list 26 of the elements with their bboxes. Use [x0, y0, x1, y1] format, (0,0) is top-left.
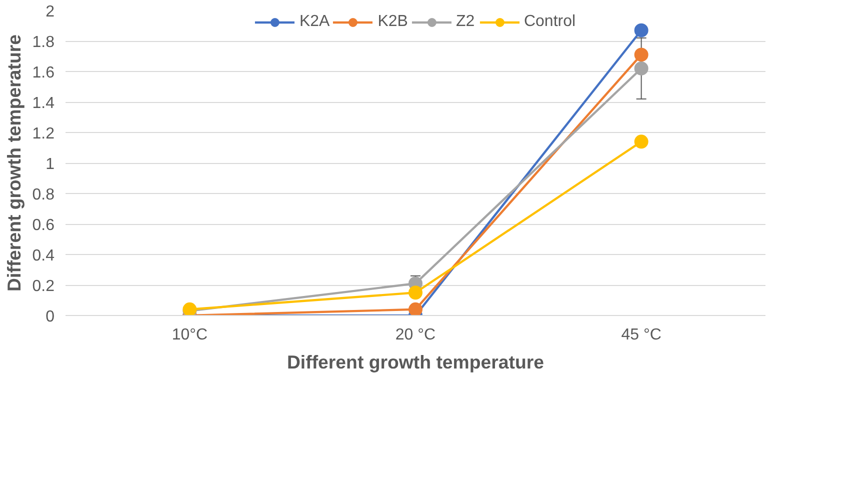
legend-label: K2B [378, 13, 408, 31]
legend-label: Control [524, 13, 576, 31]
point [634, 23, 648, 38]
legend-label: Z2 [456, 13, 476, 31]
y-tick-label: 0.2 [32, 278, 55, 295]
point [634, 48, 648, 62]
legend-label: K2A [299, 13, 330, 31]
y-tick-label: 0.6 [32, 217, 55, 234]
y-tick-label: 2 [46, 4, 55, 20]
y-tick-label: 1.8 [32, 34, 55, 51]
y-tick-label: 0.4 [32, 248, 55, 264]
y-tick-label: 1 [46, 156, 55, 173]
point [634, 61, 648, 76]
y-tick-label: 1.6 [32, 64, 55, 82]
x-tick-label: 45 °C [621, 326, 662, 344]
point [408, 286, 422, 300]
y-tick-label: 0 [46, 308, 55, 326]
x-axis-title: Different growth temperature [286, 352, 544, 372]
y-axis-title: Different growth temperature [3, 34, 24, 292]
y-tick-label: 1.2 [32, 126, 55, 142]
x-tick-label: 20 °C [395, 326, 436, 344]
y-tick-label: 0.8 [32, 186, 55, 204]
y-tick-label: 1.4 [32, 95, 55, 112]
point [634, 134, 648, 149]
point [408, 302, 422, 316]
x-tick-label: 10°C [172, 326, 208, 344]
